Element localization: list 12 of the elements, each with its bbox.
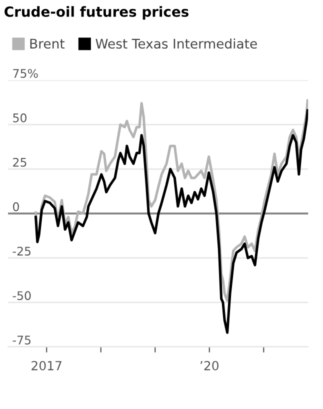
y-tick-label: -75 <box>12 336 30 345</box>
x-tick-label: 2017 <box>32 360 62 370</box>
legend-label: Brent <box>30 38 65 49</box>
y-tick-label: 0 <box>13 202 19 212</box>
y-tick-label: -50 <box>12 291 31 300</box>
legend-label: West Texas Intermediate <box>96 38 257 49</box>
y-tick-label: 75% <box>13 68 38 78</box>
chart-title: Crude-oil futures prices <box>4 6 188 20</box>
y-tick-label: 25 <box>13 158 26 167</box>
x-tick-label: ’20 <box>200 360 218 370</box>
y-tick-label: -25 <box>12 246 30 256</box>
y-tick-label: 50 <box>13 113 26 122</box>
